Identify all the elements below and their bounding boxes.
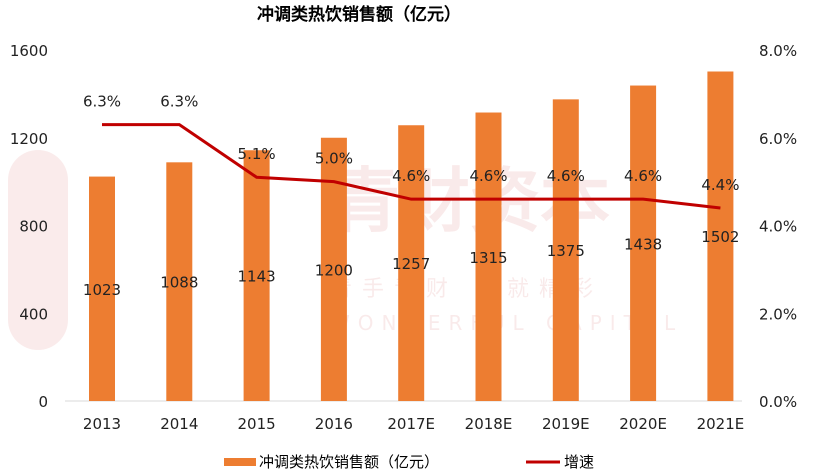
y-left-tick-0: 0 bbox=[38, 393, 48, 411]
bar-label-2019E: 1375 bbox=[547, 242, 585, 260]
watermark-logo bbox=[8, 150, 68, 350]
legend-label-bar: 冲调类热饮销售额（亿元） bbox=[259, 453, 439, 471]
bar-label-2017E: 1257 bbox=[392, 255, 430, 273]
line-label-2019E: 4.6% bbox=[547, 167, 585, 185]
y-left-tick-1600: 1600 bbox=[10, 42, 48, 60]
y-left-tick-400: 400 bbox=[19, 305, 48, 323]
x-tick-2013: 2013 bbox=[83, 415, 121, 433]
x-tick-2019E: 2019E bbox=[542, 415, 590, 433]
x-tick-2015: 2015 bbox=[238, 415, 276, 433]
line-label-2013: 6.3% bbox=[83, 93, 121, 111]
bar-2021E bbox=[707, 71, 734, 401]
y-right-tick-0.0%: 0.0% bbox=[759, 393, 797, 411]
line-label-2021E: 4.4% bbox=[701, 176, 739, 194]
bar-2020E bbox=[630, 85, 657, 401]
y-left-tick-1200: 1200 bbox=[10, 130, 48, 148]
bar-2019E bbox=[552, 99, 579, 401]
bar-label-2015: 1143 bbox=[238, 268, 276, 286]
y-right-tick-2.0%: 2.0% bbox=[759, 305, 797, 323]
x-tick-2016: 2016 bbox=[315, 415, 353, 433]
legend: 冲调类热饮销售额（亿元） 增速 bbox=[224, 453, 594, 471]
watermark-slogan: 青手青财 成就精彩 bbox=[330, 277, 603, 302]
y-right-tick-8.0%: 8.0% bbox=[759, 42, 797, 60]
line-label-2020E: 4.6% bbox=[624, 167, 662, 185]
bar-2018E bbox=[475, 112, 502, 401]
legend-label-line: 增速 bbox=[564, 453, 594, 471]
watermark-english: WONDERFUL CAPITAL bbox=[330, 311, 683, 335]
line-label-2017E: 4.6% bbox=[392, 167, 430, 185]
y-right-tick-6.0%: 6.0% bbox=[759, 130, 797, 148]
bar-label-2014: 1088 bbox=[160, 274, 198, 292]
bar-label-2020E: 1438 bbox=[624, 235, 662, 253]
chart-title: 冲调类热饮销售额（亿元） bbox=[257, 4, 461, 25]
y-right-tick-4.0%: 4.0% bbox=[759, 218, 797, 236]
bar-label-2018E: 1315 bbox=[469, 249, 507, 267]
y-left-tick-800: 800 bbox=[19, 218, 48, 236]
x-tick-2017E: 2017E bbox=[387, 415, 435, 433]
bar-2017E bbox=[398, 125, 425, 401]
line-label-2016: 5.0% bbox=[315, 150, 353, 168]
bar-label-2021E: 1502 bbox=[701, 228, 739, 246]
bar-2014 bbox=[166, 162, 193, 401]
x-tick-2021E: 2021E bbox=[697, 415, 745, 433]
bar-label-2013: 1023 bbox=[83, 281, 121, 299]
line-label-2014: 6.3% bbox=[160, 93, 198, 111]
bar-2015 bbox=[243, 150, 270, 401]
x-tick-2014: 2014 bbox=[160, 415, 198, 433]
bar-2013 bbox=[89, 176, 115, 401]
bar-label-2016: 1200 bbox=[315, 261, 353, 279]
x-tick-2018E: 2018E bbox=[465, 415, 513, 433]
legend-swatch-bar bbox=[224, 458, 256, 466]
x-tick-2020E: 2020E bbox=[619, 415, 667, 433]
line-label-2018E: 4.6% bbox=[469, 167, 507, 185]
line-label-2015: 5.1% bbox=[238, 145, 276, 163]
